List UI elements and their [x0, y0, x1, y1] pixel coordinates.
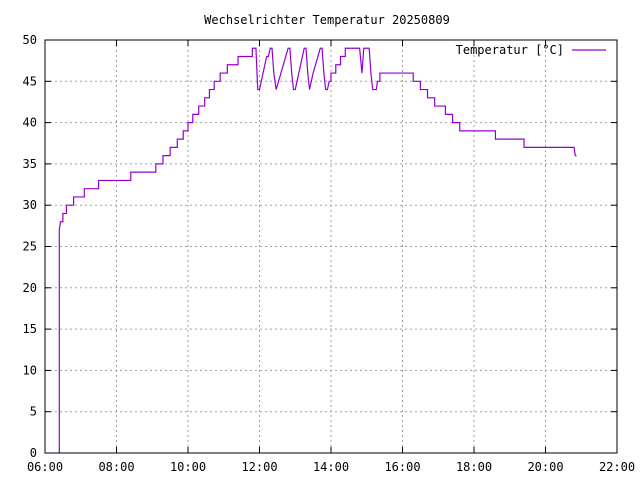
x-tick-label: 22:00 [599, 460, 635, 474]
x-tick-label: 08:00 [98, 460, 134, 474]
x-tick-label: 14:00 [313, 460, 349, 474]
y-tick-label: 0 [30, 446, 37, 460]
x-tick-label: 12:00 [241, 460, 277, 474]
legend-label: Temperatur [°C] [456, 43, 564, 57]
y-tick-label: 50 [23, 33, 37, 47]
grid-layer [45, 40, 617, 453]
x-tick-label: 20:00 [527, 460, 563, 474]
x-tick-label: 16:00 [384, 460, 420, 474]
y-tick-label: 25 [23, 240, 37, 254]
y-tick-label: 45 [23, 74, 37, 88]
y-tick-label: 30 [23, 198, 37, 212]
y-tick-label: 15 [23, 322, 37, 336]
x-tick-label: 06:00 [27, 460, 63, 474]
y-tick-label: 40 [23, 116, 37, 130]
chart-title: Wechselrichter Temperatur 20250809 [204, 13, 450, 27]
plot-frame [44, 39, 618, 454]
y-tick-label: 20 [23, 281, 37, 295]
x-tick-label: 10:00 [170, 460, 206, 474]
x-tick-label: 18:00 [456, 460, 492, 474]
legend: Temperatur [°C] [456, 43, 606, 57]
y-tick-label: 10 [23, 363, 37, 377]
series-line-0 [58, 47, 577, 453]
series-layer [58, 47, 577, 453]
y-tick-label: 35 [23, 157, 37, 171]
tick-labels-layer: 0 5 10 15 20 25 30 35 40 45 50 06:00 08:00 10:00 12:00… [23, 33, 636, 474]
y-tick-label: 5 [30, 405, 37, 419]
